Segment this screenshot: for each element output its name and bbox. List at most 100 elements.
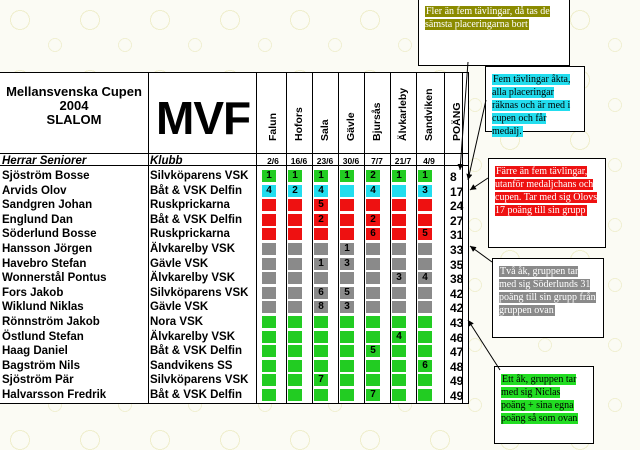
competitor-name: Arvids Olov: [2, 184, 67, 197]
club-name: Båt & VSK Delfin: [150, 184, 243, 197]
placement-cell: 1: [418, 170, 432, 182]
competitor-name: Havebro Stefan: [2, 257, 87, 270]
callout-red: Färre än fem tävlingar, utanför medaljch…: [488, 158, 606, 248]
grid-vline: [444, 73, 445, 403]
placement-cell: 1: [392, 170, 406, 182]
grid-vline: [312, 73, 313, 403]
race-date: 21/7: [394, 156, 412, 166]
placement-cell: 3: [340, 301, 354, 314]
placement-cell: [418, 286, 432, 299]
placement-cell: 3: [418, 184, 432, 197]
table-row: Sjöström Bosse Silvköparens VSK 1 1 1 1 2 1 1 8: [0, 169, 468, 184]
placement-cell: [366, 359, 380, 372]
placement-cell: [366, 316, 380, 328]
total-points: 48: [450, 359, 464, 374]
race-date: 16/6: [290, 156, 308, 166]
placement-cell: [392, 389, 406, 401]
placement-cell: [288, 301, 302, 314]
total-points: 43: [450, 316, 464, 330]
placement-cell: [392, 359, 406, 372]
competitor-name: Wiklund Niklas: [2, 301, 84, 314]
competitor-name: Bagström Nils: [2, 359, 80, 372]
placement-cell: [366, 330, 380, 343]
placement-cell: [262, 213, 276, 226]
callout-gray: Två åk, gruppen tar med sig Söderlunds 3…: [492, 258, 604, 338]
placement-cell: [366, 199, 380, 212]
competitor-name: Hansson Jörgen: [2, 243, 93, 255]
placement-cell: 1: [340, 243, 354, 255]
placement-cell: [366, 374, 380, 387]
placement-cell: 5: [418, 228, 432, 241]
placement-cell: [392, 199, 406, 212]
placement-cell: [262, 345, 276, 358]
cup-title-line-2: 2004: [59, 98, 89, 113]
placement-cell: [288, 213, 302, 226]
competitor-name: Sjöström Pär: [2, 374, 74, 387]
club-name: Gävle VSK: [150, 301, 209, 314]
placement-cell: [288, 345, 302, 358]
placement-cell: [366, 257, 380, 270]
placement-cell: [288, 243, 302, 255]
placement-cell: [418, 257, 432, 270]
cup-title-line-3: SLALOM: [46, 112, 102, 127]
placement-cell: [418, 345, 432, 358]
competitor-name: Englund Dan: [2, 213, 73, 226]
placement-cell: [366, 286, 380, 299]
callout-olive: Fler än fem tävlingar, då tas de sämsta …: [418, 0, 570, 66]
total-points: 49: [450, 374, 464, 389]
placement-cell: [288, 359, 302, 372]
placement-cell: 2: [366, 213, 380, 226]
placement-cell: [392, 316, 406, 328]
table-row: Havebro Stefan Gävle VSK 1 3 35: [0, 257, 468, 272]
placement-cell: [392, 228, 406, 241]
placement-cell: [340, 228, 354, 241]
club-name: Sandvikens SS: [150, 359, 233, 372]
race-date: 4/9: [423, 156, 435, 166]
placement-cell: 5: [340, 286, 354, 299]
placement-cell: [288, 330, 302, 343]
placement-cell: [392, 374, 406, 387]
placement-cell: 6: [366, 228, 380, 241]
placement-cell: [262, 228, 276, 241]
placement-cell: 4: [262, 184, 276, 197]
placement-cell: [418, 330, 432, 343]
placement-cell: [366, 272, 380, 285]
placement-cell: [392, 257, 406, 270]
grid-hline: [0, 165, 468, 166]
table-row: Englund Dan Båt & VSK Delfin 2 2 27: [0, 213, 468, 228]
arrow-green: [467, 319, 501, 371]
club-name: Ruskprickarna: [150, 228, 230, 241]
total-points: 49: [450, 389, 464, 403]
race-date: 2/6: [267, 156, 279, 166]
placement-cell: [288, 286, 302, 299]
placement-cell: [418, 213, 432, 226]
total-points: 42: [450, 301, 464, 316]
total-points: 31: [450, 228, 464, 243]
club-name: Silvköparens VSK: [150, 286, 249, 299]
club-name: Båt & VSK Delfin: [150, 345, 243, 358]
placement-cell: 3: [392, 272, 406, 285]
placement-cell: [340, 213, 354, 226]
placement-cell: 4: [418, 272, 432, 285]
placement-cell: [392, 184, 406, 197]
club-name: Silvköparens VSK: [150, 374, 249, 387]
table-row: Östlund Stefan Älvkarelby VSK 4 46: [0, 330, 468, 345]
club-name: Ruskprickarna: [150, 199, 230, 212]
class-label: Herrar Seniorer: [2, 155, 87, 167]
placement-cell: 4: [314, 184, 328, 197]
competitor-name: Östlund Stefan: [2, 330, 84, 343]
placement-cell: [262, 330, 276, 343]
placement-cell: [262, 374, 276, 387]
placement-cell: [262, 243, 276, 255]
placement-cell: 1: [314, 170, 328, 182]
placement-cell: 1: [262, 170, 276, 182]
placement-cell: 1: [288, 170, 302, 182]
placement-cell: [314, 359, 328, 372]
club-name: Älvkarelby VSK: [150, 330, 236, 343]
placement-cell: [340, 389, 354, 401]
placement-cell: [418, 243, 432, 255]
arrow-red: [469, 177, 489, 191]
grid-vline: [364, 73, 365, 403]
race-date: 23/6: [316, 156, 334, 166]
total-points: 47: [450, 345, 464, 360]
